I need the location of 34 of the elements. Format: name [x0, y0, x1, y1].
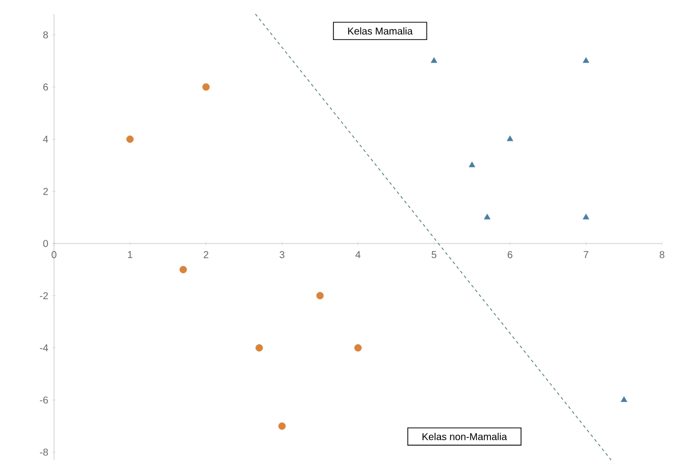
point [582, 214, 590, 220]
point [202, 83, 210, 91]
x-tick-label: 3 [280, 251, 284, 258]
y-tick-label: 8 [43, 31, 48, 38]
x-tick-label: 7 [584, 251, 588, 258]
y-tick-label: 0 [43, 240, 48, 248]
x-tick-label: 6 [508, 251, 512, 258]
x-tick-label: 1 [128, 251, 132, 258]
point [354, 344, 362, 352]
point [620, 396, 628, 402]
y-tick-label: 6 [43, 83, 48, 91]
x-tick-label: 2 [204, 251, 208, 258]
y-tick-label: 4 [43, 136, 48, 143]
y-tick-label: -2 [40, 292, 48, 300]
x-tick-label: 5 [432, 251, 436, 258]
point [180, 266, 187, 274]
y-tick-label: -4 [40, 344, 48, 352]
y-tick-label: 2 [43, 188, 48, 195]
point [484, 214, 490, 220]
x-tick-label: 4 [355, 251, 360, 258]
point [468, 162, 476, 168]
annotation: Kelas Mamalia [348, 27, 413, 35]
x-tick-label: 0 [52, 251, 56, 258]
point [430, 57, 438, 63]
y-tick-label: -8 [40, 448, 48, 456]
point [582, 57, 590, 63]
point [126, 135, 134, 143]
x-tick-label: 8 [660, 251, 664, 258]
y-tick-label: -6 [40, 396, 48, 404]
annotation: Kelas non-Mamalia [422, 432, 508, 440]
point [506, 135, 514, 142]
point [256, 344, 263, 352]
point [316, 292, 324, 300]
point [278, 422, 286, 430]
